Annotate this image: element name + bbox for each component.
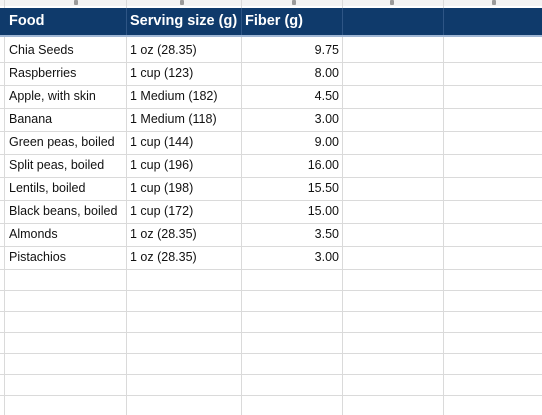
table-row: Black beans, boiled 1 cup (172) 15.00	[0, 200, 542, 223]
cell-fiber[interactable]: 15.00	[307, 204, 339, 218]
table-row: Banana 1 Medium (118) 3.00	[0, 108, 542, 131]
gridline-horizontal	[0, 108, 542, 109]
table-row: Apple, with skin 1 Medium (182) 4.50	[0, 85, 542, 108]
column-resize-handle[interactable]	[492, 0, 496, 5]
cell-serving-size[interactable]: 1 cup (196)	[130, 158, 194, 172]
cell-fiber[interactable]: 3.00	[314, 250, 339, 264]
cell-fiber[interactable]: 16.00	[307, 158, 339, 172]
header-separator	[241, 8, 242, 35]
cell-serving-size[interactable]: 1 cup (172)	[130, 204, 194, 218]
table-header-row: Food Serving size (g) Fiber (g)	[0, 8, 542, 37]
cell-fiber[interactable]: 15.50	[307, 181, 339, 195]
gridline-horizontal	[0, 374, 542, 375]
cell-food[interactable]: Apple, with skin	[9, 89, 96, 103]
table-row: Almonds 1 oz (28.35) 3.50	[0, 223, 542, 246]
gridline-horizontal	[0, 177, 542, 178]
gridline-horizontal	[0, 269, 542, 270]
header-serving-size[interactable]: Serving size (g)	[130, 13, 238, 29]
cell-food[interactable]: Pistachios	[9, 250, 66, 264]
header-food[interactable]: Food	[9, 13, 45, 29]
cell-food[interactable]: Chia Seeds	[9, 43, 74, 57]
gridline-horizontal	[0, 395, 542, 396]
gridline-horizontal	[0, 353, 542, 354]
cell-fiber[interactable]: 9.00	[314, 135, 339, 149]
cell-serving-size[interactable]: 1 cup (198)	[130, 181, 194, 195]
header-separator	[443, 8, 444, 35]
table-row: Chia Seeds 1 oz (28.35) 9.75	[0, 39, 542, 62]
cell-fiber[interactable]: 3.50	[314, 227, 339, 241]
gridline-horizontal	[0, 85, 542, 86]
cell-serving-size[interactable]: 1 cup (123)	[130, 66, 194, 80]
cell-food[interactable]: Raspberries	[9, 66, 77, 80]
cell-serving-size[interactable]: 1 oz (28.35)	[130, 43, 197, 57]
cell-serving-size[interactable]: 1 oz (28.35)	[130, 227, 197, 241]
table-row: Raspberries 1 cup (123) 8.00	[0, 62, 542, 85]
column-resize-handle[interactable]	[74, 0, 78, 5]
cell-serving-size[interactable]: 1 Medium (182)	[130, 89, 218, 103]
cell-food[interactable]: Split peas, boiled	[9, 158, 105, 172]
table-row: Pistachios 1 oz (28.35) 3.00	[0, 246, 542, 269]
header-fiber[interactable]: Fiber (g)	[245, 13, 303, 29]
cell-food[interactable]: Almonds	[9, 227, 58, 241]
cell-serving-size[interactable]: 1 oz (28.35)	[130, 250, 197, 264]
cell-food[interactable]: Green peas, boiled	[9, 135, 115, 149]
gridline-horizontal	[0, 332, 542, 333]
table-row: Lentils, boiled 1 cup (198) 15.50	[0, 177, 542, 200]
column-resize-handle[interactable]	[180, 0, 184, 5]
gridline-vertical	[443, 0, 444, 415]
cell-serving-size[interactable]: 1 Medium (118)	[130, 112, 217, 126]
gridline-horizontal	[0, 223, 542, 224]
table-row: Split peas, boiled 1 cup (196) 16.00	[0, 154, 542, 177]
cell-fiber[interactable]: 8.00	[314, 66, 339, 80]
gridline-horizontal	[0, 311, 542, 312]
gridline-vertical	[241, 0, 242, 415]
gridline-horizontal	[0, 131, 542, 132]
header-separator	[342, 8, 343, 35]
gridline-horizontal	[0, 246, 542, 247]
gridline-horizontal	[0, 200, 542, 201]
gridline-vertical	[342, 0, 343, 415]
cell-food[interactable]: Lentils, boiled	[9, 181, 86, 195]
column-resize-handle[interactable]	[390, 0, 394, 5]
cell-food[interactable]: Banana	[9, 112, 53, 126]
column-resize-handle[interactable]	[292, 0, 296, 5]
gridline-horizontal	[0, 154, 542, 155]
table-row: Green peas, boiled 1 cup (144) 9.00	[0, 131, 542, 154]
cell-fiber[interactable]: 9.75	[314, 43, 339, 57]
gridline-horizontal	[0, 290, 542, 291]
cell-fiber[interactable]: 3.00	[314, 112, 339, 126]
gridline-vertical	[4, 0, 5, 415]
header-separator	[126, 8, 127, 35]
gridline-horizontal	[0, 62, 542, 63]
cell-serving-size[interactable]: 1 cup (144)	[130, 135, 194, 149]
cell-food[interactable]: Black beans, boiled	[9, 204, 118, 218]
cell-fiber[interactable]: 4.50	[314, 89, 339, 103]
gridline-vertical	[126, 0, 127, 415]
column-header-strip	[0, 0, 542, 6]
